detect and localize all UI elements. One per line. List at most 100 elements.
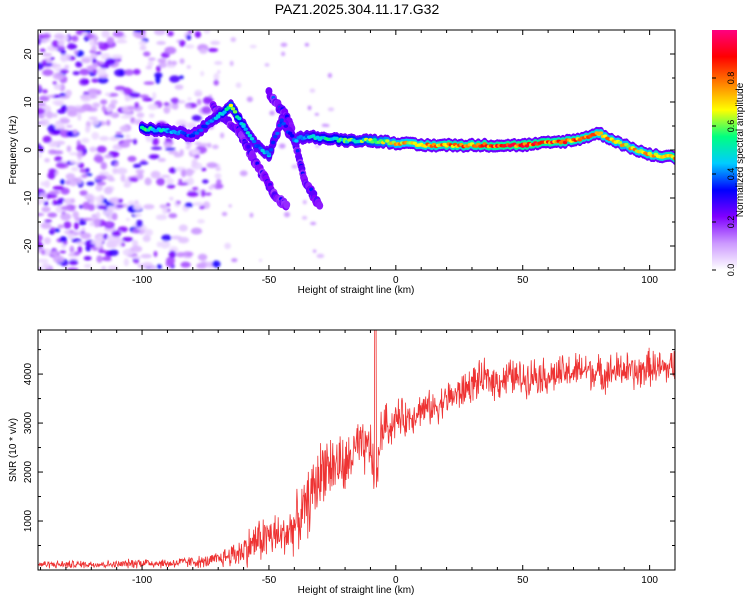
noise-blob bbox=[72, 210, 79, 219]
noise-blob bbox=[85, 125, 91, 133]
noise-blob bbox=[144, 228, 154, 237]
noise-blob bbox=[68, 259, 79, 266]
noise-blob bbox=[186, 142, 192, 147]
noise-blob bbox=[166, 184, 176, 189]
noise-blob bbox=[48, 168, 57, 174]
ridge-core-point bbox=[283, 124, 289, 128]
noise-blob bbox=[101, 256, 112, 261]
noise-blob bbox=[168, 213, 178, 219]
noise-blob bbox=[97, 205, 107, 210]
noise-blob bbox=[115, 39, 128, 44]
noise-blob bbox=[42, 248, 52, 256]
noise-blob bbox=[141, 261, 153, 268]
noise-blob bbox=[114, 134, 125, 138]
noise-blob bbox=[64, 64, 70, 69]
noise-blob bbox=[186, 191, 199, 197]
noise-blob bbox=[65, 173, 76, 181]
colorbar-tick-label: 0.6 bbox=[726, 120, 736, 133]
noise-blob bbox=[52, 72, 65, 80]
noise-blob bbox=[128, 177, 139, 183]
noise-blob bbox=[120, 174, 126, 183]
noise-blob bbox=[156, 41, 166, 45]
noise-blob bbox=[82, 201, 91, 210]
noise-blob bbox=[301, 215, 308, 220]
noise-blob bbox=[52, 99, 65, 106]
ridge-core bbox=[139, 103, 675, 161]
y-tick-label: 3000 bbox=[23, 412, 34, 435]
ridge-core-point bbox=[228, 103, 234, 108]
noise-blob bbox=[159, 240, 171, 249]
noise-blob bbox=[203, 30, 211, 34]
noise-blob bbox=[213, 79, 219, 86]
noise-blob bbox=[90, 119, 100, 126]
noise-blob bbox=[134, 213, 142, 217]
noise-blob bbox=[104, 92, 111, 97]
noise-blob bbox=[125, 217, 130, 222]
noise-blob bbox=[62, 129, 68, 138]
noise-blob bbox=[157, 157, 166, 163]
colorbar-tick-label: 0.2 bbox=[726, 216, 736, 229]
noise-blob bbox=[161, 234, 172, 242]
noise-blob bbox=[142, 234, 151, 242]
noise-blob bbox=[84, 193, 95, 201]
noise-blob bbox=[52, 199, 57, 206]
noise-blob bbox=[148, 57, 156, 61]
noise-blob bbox=[211, 260, 221, 268]
noise-blob bbox=[38, 95, 50, 102]
noise-blob bbox=[199, 48, 208, 54]
x-tick-label: -100 bbox=[132, 575, 152, 586]
noise-blob bbox=[155, 214, 168, 221]
noise-blob bbox=[108, 137, 121, 141]
noise-blob bbox=[156, 177, 165, 186]
noise-blob bbox=[96, 67, 107, 76]
noise-blob bbox=[194, 30, 202, 38]
noise-blob bbox=[45, 94, 55, 98]
noise-blob bbox=[107, 265, 119, 270]
noise-blob bbox=[179, 58, 185, 64]
noise-blob bbox=[201, 167, 207, 172]
noise-blob bbox=[75, 161, 81, 165]
noise-blob bbox=[230, 37, 237, 43]
noise-blob bbox=[215, 167, 221, 171]
noise-blob bbox=[38, 258, 49, 263]
noise-blob bbox=[239, 170, 248, 177]
noise-blob bbox=[77, 245, 83, 254]
noise-blob bbox=[47, 124, 56, 133]
ridge-core-point bbox=[190, 133, 196, 138]
figure-title: PAZ1.2025.304.11.17.G32 bbox=[275, 1, 440, 17]
noise-blob bbox=[81, 137, 90, 144]
noise-blob bbox=[302, 200, 307, 205]
noise-blob bbox=[89, 146, 97, 152]
noise-blob bbox=[100, 162, 108, 170]
noise-blob bbox=[172, 102, 179, 110]
noise-blob bbox=[50, 56, 55, 61]
ridge-core-point bbox=[311, 134, 316, 138]
noise-blob bbox=[119, 142, 131, 148]
y-tick-label: 20 bbox=[23, 48, 34, 60]
noise-blob bbox=[133, 203, 143, 211]
noise-blob bbox=[235, 82, 242, 89]
ridge-core-point bbox=[598, 131, 604, 135]
noise-blob bbox=[90, 45, 97, 51]
noise-blob bbox=[190, 227, 203, 235]
noise-blob bbox=[44, 219, 52, 223]
noise-blob bbox=[112, 167, 118, 175]
noise-blob bbox=[216, 179, 222, 185]
noise-blob bbox=[197, 143, 210, 147]
noise-blob bbox=[165, 202, 171, 207]
noise-blob bbox=[185, 44, 195, 49]
noise-blob bbox=[108, 177, 116, 182]
noise-blob bbox=[165, 147, 176, 151]
noise-blob bbox=[57, 39, 65, 48]
noise-blob bbox=[178, 75, 184, 80]
noise-blob bbox=[111, 212, 118, 221]
ridge-core-point bbox=[194, 131, 200, 135]
noise-blob bbox=[208, 185, 214, 190]
noise-blob bbox=[191, 186, 199, 191]
y-tick-label: 4000 bbox=[23, 363, 34, 386]
noise-blob bbox=[95, 195, 104, 204]
ridge-core-point bbox=[562, 140, 568, 145]
noise-blob bbox=[66, 145, 72, 153]
noise-blob bbox=[92, 217, 101, 226]
noise-blob bbox=[115, 167, 128, 175]
